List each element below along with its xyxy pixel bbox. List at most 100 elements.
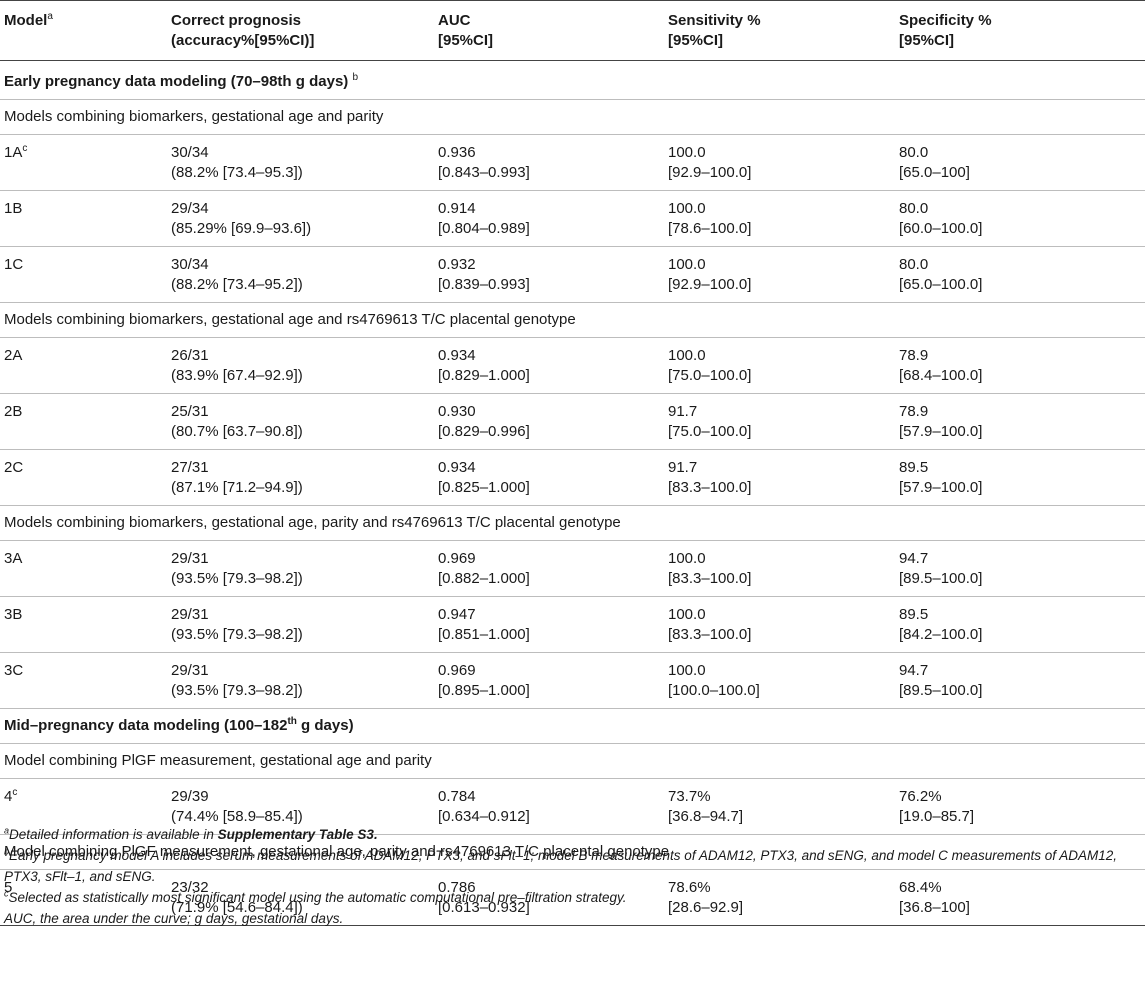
- specificity-ci: [60.0–100.0]: [899, 220, 983, 237]
- table-header-row: Modela Correct prognosis (accuracy%[95%CI…: [0, 0, 1145, 61]
- footnote-a-text: Detailed information is available in: [9, 827, 218, 842]
- specificity-ci: [36.8–100]: [899, 899, 970, 916]
- table-row: 3A 29/31 (93.5% [79.3–98.2]) 0.969 [0.882–…: [0, 540, 1145, 597]
- header-correct-line2: (accuracy%[95%CI)]: [171, 32, 315, 49]
- correct-count: 29/31: [171, 606, 209, 623]
- section-mid-pregnancy: Mid–pregnancy data modeling (100–182th g…: [0, 708, 1145, 744]
- sensitivity-value: 100.0: [668, 256, 706, 273]
- sensitivity-value: 78.6%: [668, 879, 711, 896]
- auc-value: 0.914: [438, 200, 476, 217]
- specificity-ci: [19.0–85.7]: [899, 808, 975, 825]
- supplementary-table-link[interactable]: Supplementary Table S3.: [217, 827, 378, 842]
- sensitivity-value: 100.0: [668, 144, 706, 161]
- table-row: 2A 26/31 (83.9% [67.4–92.9]) 0.934 [0.829–…: [0, 337, 1145, 394]
- model-id: 3C: [4, 662, 24, 679]
- specificity-value: 80.0: [899, 144, 929, 161]
- table-row: 4c 29/39 (74.4% [58.9–85.4]) 0.784 [0.634–…: [0, 778, 1145, 835]
- section-mid-title-b: g days): [296, 717, 354, 734]
- accuracy-ci: (93.5% [79.3–98.2]): [171, 626, 303, 643]
- auc-ci: [0.804–0.989]: [438, 220, 530, 237]
- accuracy-ci: (74.4% [58.9–85.4]): [171, 808, 303, 825]
- results-table: Modela Correct prognosis (accuracy%[95%CI…: [0, 0, 1145, 926]
- header-model: Modela: [0, 0, 167, 61]
- correct-count: 29/31: [171, 550, 209, 567]
- header-correct-prognosis: Correct prognosis (accuracy%[95%CI)]: [167, 0, 434, 61]
- specificity-ci: [57.9–100.0]: [899, 479, 983, 496]
- model-id: 5: [4, 879, 13, 896]
- specificity-value: 76.2%: [899, 788, 942, 805]
- section-early-title: Early pregnancy data modeling (70–98th g…: [4, 73, 353, 90]
- header-model-label: Model: [4, 12, 48, 29]
- specificity-value: 80.0: [899, 200, 929, 217]
- footnote-a: aDetailed information is available in Su…: [4, 824, 1142, 845]
- accuracy-ci: (88.2% [73.4–95.3]): [171, 164, 303, 181]
- sensitivity-value: 100.0: [668, 200, 706, 217]
- subsection-row: Models combining biomarkers, gestational…: [0, 302, 1145, 338]
- header-spec-line2: [95%CI]: [899, 32, 955, 49]
- header-sensitivity: Sensitivity % [95%CI]: [664, 0, 895, 61]
- sensitivity-ci: [75.0–100.0]: [668, 367, 752, 384]
- section-mid-title-sup: th: [287, 716, 297, 727]
- model-id: 2B: [4, 403, 23, 420]
- auc-value: 0.932: [438, 256, 476, 273]
- specificity-ci: [65.0–100.0]: [899, 276, 983, 293]
- specificity-value: 80.0: [899, 256, 929, 273]
- subsection-row: Model combining PlGF measurement, gestat…: [0, 834, 1145, 870]
- section-early-pregnancy: Early pregnancy data modeling (70–98th g…: [0, 60, 1145, 100]
- auc-value: 0.934: [438, 459, 476, 476]
- section-mid-title-a: Mid–pregnancy data modeling (100–182: [4, 717, 288, 734]
- sensitivity-ci: [92.9–100.0]: [668, 164, 752, 181]
- correct-count: 25/31: [171, 403, 209, 420]
- auc-value: 0.786: [438, 879, 476, 896]
- table-row: 3B 29/31 (93.5% [79.3–98.2]) 0.947 [0.851–…: [0, 596, 1145, 653]
- model-id: 1A: [4, 144, 23, 161]
- model-id: 1B: [4, 200, 23, 217]
- auc-ci: [0.613–0.932]: [438, 899, 530, 916]
- section-early-footnote-mark: b: [352, 72, 359, 83]
- correct-count: 26/31: [171, 347, 209, 364]
- footnote-a-mark: a: [4, 825, 10, 836]
- specificity-value: 94.7: [899, 550, 929, 567]
- table-row: 2B 25/31 (80.7% [63.7–90.8]) 0.930 [0.829–…: [0, 393, 1145, 450]
- sensitivity-value: 91.7: [668, 403, 698, 420]
- table-row: 1B 29/34 (85.29% [69.9–93.6]) 0.914 [0.804…: [0, 190, 1145, 247]
- header-sens-line2: [95%CI]: [668, 32, 724, 49]
- footnote-b: bEarly pregnancy model A includes serum …: [4, 845, 1142, 887]
- sensitivity-ci: [36.8–94.7]: [668, 808, 744, 825]
- subsection-label: Model combining PlGF measurement, gestat…: [0, 834, 1145, 870]
- specificity-ci: [89.5–100.0]: [899, 570, 983, 587]
- correct-count: 30/34: [171, 256, 209, 273]
- correct-count: 29/34: [171, 200, 209, 217]
- header-sens-line1: Sensitivity %: [668, 12, 761, 29]
- table-row: 1C 30/34 (88.2% [73.4–95.2]) 0.932 [0.839–…: [0, 246, 1145, 303]
- specificity-ci: [65.0–100]: [899, 164, 970, 181]
- specificity-value: 89.5: [899, 459, 929, 476]
- sensitivity-ci: [92.9–100.0]: [668, 276, 752, 293]
- auc-value: 0.969: [438, 662, 476, 679]
- header-spec-line1: Specificity %: [899, 12, 992, 29]
- auc-ci: [0.839–0.993]: [438, 276, 530, 293]
- table-footnotes: aDetailed information is available in Su…: [4, 824, 1142, 929]
- footnote-b-mark: b: [4, 846, 10, 857]
- sensitivity-ci: [83.3–100.0]: [668, 570, 752, 587]
- model-id: 1C: [4, 256, 24, 273]
- accuracy-ci: (83.9% [67.4–92.9]): [171, 367, 303, 384]
- auc-ci: [0.843–0.993]: [438, 164, 530, 181]
- subsection-label: Models combining biomarkers, gestational…: [0, 302, 1145, 338]
- sensitivity-value: 100.0: [668, 662, 706, 679]
- table-row: 5 23/32 (71.9% [54.6–84.4]) 0.786 [0.613–0…: [0, 869, 1145, 926]
- footnote-c-mark: c: [4, 888, 9, 899]
- specificity-ci: [89.5–100.0]: [899, 682, 983, 699]
- auc-ci: [0.895–1.000]: [438, 682, 530, 699]
- correct-count: 23/32: [171, 879, 209, 896]
- auc-value: 0.947: [438, 606, 476, 623]
- sensitivity-ci: [83.3–100.0]: [668, 479, 752, 496]
- auc-ci: [0.851–1.000]: [438, 626, 530, 643]
- footnote-b-text: Early pregnancy model A includes serum m…: [4, 848, 1117, 884]
- header-correct-line1: Correct prognosis: [171, 12, 302, 29]
- header-model-footnote-mark: a: [47, 11, 53, 22]
- specificity-value: 78.9: [899, 347, 929, 364]
- header-specificity: Specificity % [95%CI]: [895, 0, 1145, 61]
- footnote-c-text: Selected as statistically most significa…: [8, 890, 627, 905]
- model-id: 2C: [4, 459, 24, 476]
